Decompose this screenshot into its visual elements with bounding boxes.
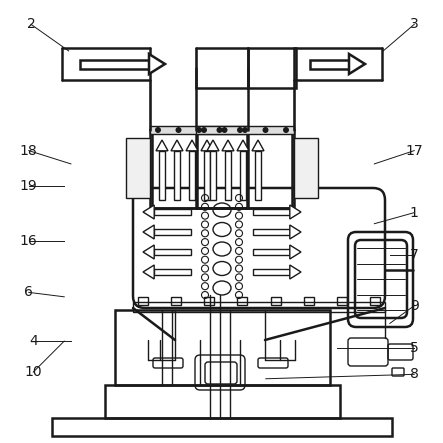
Bar — [105, 385, 340, 418]
Circle shape — [283, 127, 289, 133]
Bar — [253, 249, 290, 255]
Bar — [204, 297, 214, 305]
Bar — [52, 418, 392, 436]
Circle shape — [175, 127, 182, 133]
Circle shape — [201, 127, 207, 133]
Circle shape — [237, 127, 243, 133]
Bar — [171, 297, 181, 305]
Polygon shape — [349, 54, 365, 74]
Text: 17: 17 — [405, 144, 423, 158]
Polygon shape — [290, 265, 301, 279]
Bar — [154, 209, 191, 215]
Polygon shape — [201, 140, 213, 151]
Bar — [237, 297, 248, 305]
Text: 6: 6 — [24, 285, 33, 299]
Bar — [304, 297, 314, 305]
Circle shape — [155, 127, 161, 133]
Bar — [138, 297, 148, 305]
Bar — [253, 209, 290, 215]
Bar — [115, 310, 330, 385]
Bar — [255, 151, 260, 200]
Bar — [204, 151, 210, 200]
Text: 1: 1 — [410, 206, 419, 220]
Text: 3: 3 — [410, 17, 419, 31]
Polygon shape — [237, 140, 249, 151]
Polygon shape — [290, 245, 301, 259]
Bar — [197, 130, 292, 208]
Polygon shape — [222, 140, 234, 151]
Bar — [150, 130, 248, 208]
Circle shape — [217, 127, 222, 133]
Circle shape — [242, 127, 248, 133]
Polygon shape — [143, 265, 154, 279]
Bar — [225, 151, 231, 200]
Text: 18: 18 — [20, 144, 38, 158]
Bar — [189, 151, 195, 200]
Polygon shape — [156, 140, 168, 151]
Text: 16: 16 — [20, 234, 38, 249]
Bar — [271, 297, 280, 305]
Polygon shape — [143, 245, 154, 259]
Text: 8: 8 — [410, 367, 419, 381]
Text: 4: 4 — [29, 334, 38, 348]
Polygon shape — [143, 225, 154, 239]
Bar — [154, 229, 191, 235]
Bar — [196, 126, 294, 134]
Bar — [159, 151, 165, 200]
Polygon shape — [171, 140, 183, 151]
Polygon shape — [252, 140, 264, 151]
Text: 19: 19 — [20, 179, 38, 193]
Bar — [370, 297, 380, 305]
Circle shape — [263, 127, 268, 133]
Bar — [294, 138, 318, 198]
Bar — [248, 48, 296, 88]
Polygon shape — [149, 54, 165, 74]
Bar — [337, 297, 347, 305]
Text: 9: 9 — [410, 299, 419, 313]
Bar — [150, 126, 248, 134]
Circle shape — [222, 127, 228, 133]
Polygon shape — [207, 140, 219, 151]
Bar — [196, 130, 294, 208]
Bar — [133, 302, 385, 312]
Polygon shape — [290, 205, 301, 219]
Bar — [174, 151, 180, 200]
Bar — [152, 130, 247, 208]
Bar — [253, 269, 290, 275]
Text: 5: 5 — [410, 341, 419, 355]
Text: 2: 2 — [27, 17, 35, 31]
Text: 7: 7 — [410, 248, 419, 262]
Circle shape — [196, 127, 202, 133]
Polygon shape — [186, 140, 198, 151]
Text: 10: 10 — [24, 365, 42, 379]
Bar — [210, 151, 216, 200]
Bar — [154, 249, 191, 255]
Bar — [154, 269, 191, 275]
Bar — [310, 59, 349, 69]
Bar — [240, 151, 246, 200]
Bar — [253, 229, 290, 235]
Polygon shape — [143, 205, 154, 219]
Bar — [126, 138, 150, 198]
Polygon shape — [290, 225, 301, 239]
Bar — [80, 59, 149, 69]
